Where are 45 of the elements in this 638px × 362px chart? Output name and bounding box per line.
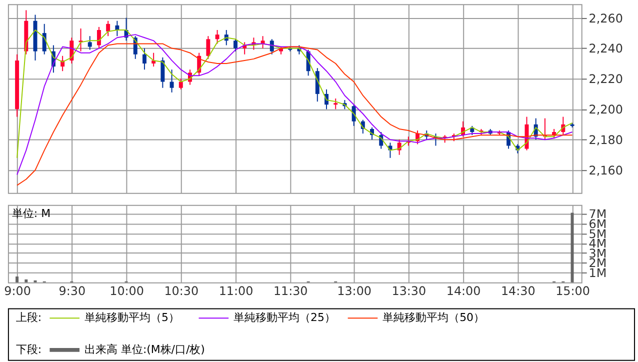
candlestick bbox=[106, 20, 110, 37]
legend-label: 出来高 単位:(M株/口/枚) bbox=[84, 342, 205, 356]
annotation: 単位: M bbox=[12, 206, 51, 220]
y-tick-label: 2,220 bbox=[588, 72, 623, 86]
candlestick bbox=[152, 52, 156, 68]
legend-title: 下段: bbox=[16, 342, 42, 356]
candlestick bbox=[170, 69, 174, 93]
legend-label: 単純移動平均（5） bbox=[84, 311, 180, 324]
candlestick bbox=[334, 98, 338, 110]
legend-label: 単純移動平均（25） bbox=[234, 311, 336, 324]
y-tick-label: 2,180 bbox=[588, 133, 623, 148]
candlestick bbox=[160, 56, 165, 88]
x-tick-label: 11:00 bbox=[218, 284, 254, 298]
candlestick bbox=[178, 78, 183, 90]
x-tick-label: 14:30 bbox=[500, 284, 536, 298]
y-tick-label: 2,240 bbox=[588, 42, 623, 56]
candlestick bbox=[142, 48, 146, 70]
candlestick bbox=[215, 30, 220, 44]
y-tick-label: 1M bbox=[588, 266, 607, 280]
candlestick bbox=[315, 68, 320, 102]
x-tick-label: 11:30 bbox=[273, 284, 308, 298]
candlestick bbox=[234, 38, 238, 52]
x-tick-label: 13:00 bbox=[337, 284, 372, 298]
x-tick-label: 10:30 bbox=[164, 284, 199, 298]
bar bbox=[16, 276, 19, 282]
candlestick bbox=[96, 26, 101, 49]
legend-label: 単純移動平均（50） bbox=[382, 311, 485, 324]
y-tick-label: 2,260 bbox=[588, 11, 623, 26]
candlestick bbox=[270, 38, 274, 55]
y-tick-label: 2,160 bbox=[588, 164, 623, 178]
candlestick bbox=[260, 36, 265, 49]
x-tick-label: 13:30 bbox=[392, 284, 426, 298]
x-tick-label: 10:00 bbox=[110, 284, 144, 298]
candlestick bbox=[397, 139, 402, 156]
legend-title: 上段: bbox=[16, 311, 42, 324]
candlestick bbox=[42, 23, 46, 55]
x-tick-label: 9:00 bbox=[4, 284, 31, 298]
y-tick-label: 2,200 bbox=[588, 102, 623, 117]
candlestick bbox=[88, 36, 92, 50]
candlestick bbox=[206, 36, 210, 60]
x-tick-label: 9:30 bbox=[58, 284, 86, 298]
candlestick bbox=[70, 37, 74, 64]
bar bbox=[24, 279, 28, 282]
x-tick-label: 15:00 bbox=[556, 284, 590, 298]
x-tick-label: 14:00 bbox=[446, 284, 481, 298]
